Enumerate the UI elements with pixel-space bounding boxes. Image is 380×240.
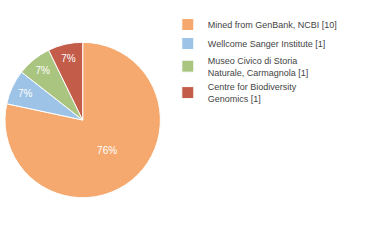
svg-text:7%: 7% bbox=[36, 65, 51, 76]
svg-text:Museo Civico di StoriaNaturale: Museo Civico di StoriaNaturale, Carmagno… bbox=[208, 56, 309, 78]
svg-text:Centre for BiodiversityGenomic: Centre for BiodiversityGenomics [1] bbox=[208, 82, 297, 104]
svg-text:76%: 76% bbox=[97, 145, 117, 156]
svg-text:Wellcome Sanger Institute [1]: Wellcome Sanger Institute [1] bbox=[208, 39, 325, 49]
svg-text:7%: 7% bbox=[61, 53, 76, 64]
svg-text:Mined from GenBank, NCBI [10]: Mined from GenBank, NCBI [10] bbox=[208, 20, 337, 30]
svg-text:7%: 7% bbox=[18, 88, 33, 99]
